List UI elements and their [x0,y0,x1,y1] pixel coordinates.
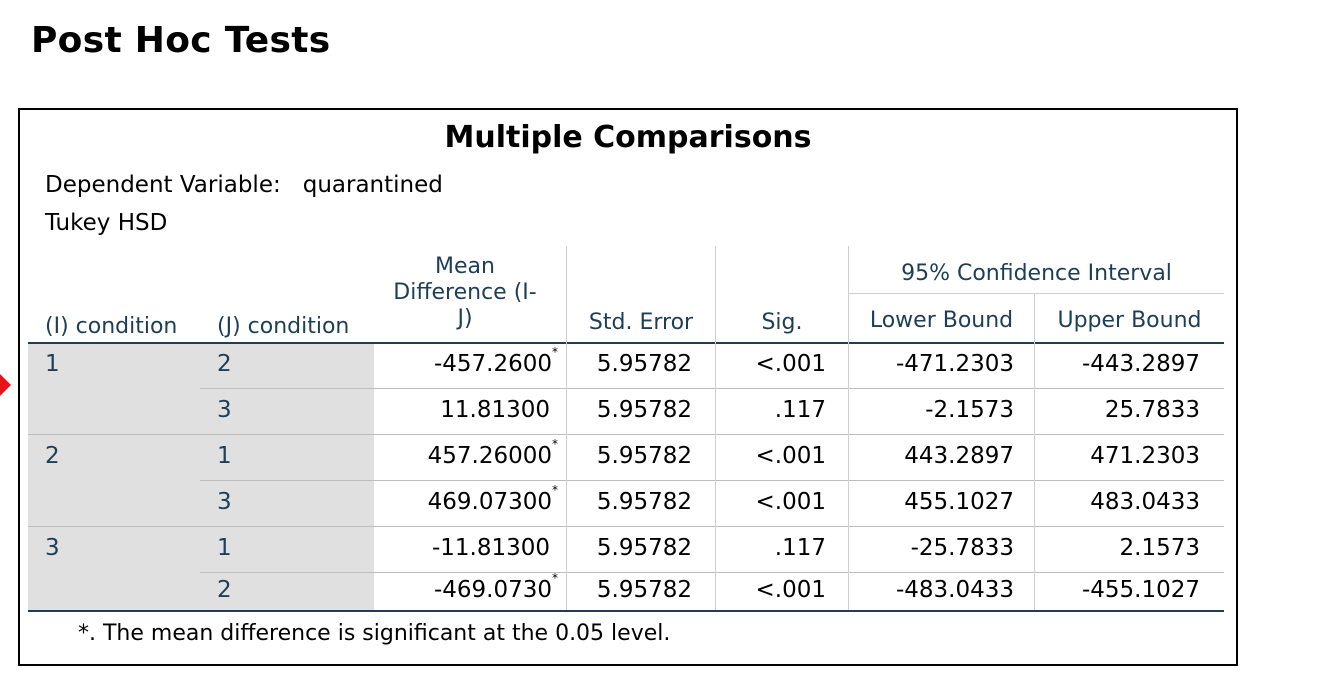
mean-difference-cell: -469.0730* [380,571,558,603]
column-divider [566,342,567,610]
header-divider [715,246,716,342]
footnote: *. The mean difference is significant at… [78,621,671,646]
ci-header-underline [848,293,1224,294]
lower-bound-cell: -483.0433 [895,577,1014,603]
mean-difference-value: 469.07300 [427,489,552,515]
header-i-condition: (I) condition [45,314,178,339]
table-bottom-rule [28,610,1224,612]
lower-bound-cell: -471.2303 [895,351,1014,377]
upper-bound-cell: 471.2303 [1090,443,1200,469]
header-upper-bound: Upper Bound [1057,308,1202,333]
mean-difference-value: -11.81300 [431,535,550,561]
j-condition-label: 3 [217,397,232,423]
j-condition-label: 2 [217,351,232,377]
lower-bound-cell: -25.7833 [910,535,1014,561]
std-error-cell: 5.95782 [596,577,692,603]
upper-bound-cell: 2.1573 [1119,535,1200,561]
header-divider [1034,293,1035,342]
header-confidence-interval: 95% Confidence Interval [901,261,1172,286]
header-lower-bound: Lower Bound [869,308,1014,333]
row-label-area [28,342,374,610]
mean-difference-cell: 469.07300* [380,483,558,515]
i-condition-label: 3 [45,535,60,561]
sig-cell: <.001 [755,489,826,515]
std-error-cell: 5.95782 [596,489,692,515]
j-condition-label: 1 [217,443,232,469]
j-condition-label: 2 [217,577,232,603]
mean-difference-value: -457.2600 [433,351,552,377]
row-separator [28,526,1224,527]
lower-bound-cell: 455.1027 [904,489,1014,515]
header-sig: Sig. [761,310,803,335]
lower-bound-cell: 443.2897 [904,443,1014,469]
i-condition-label: 2 [45,443,60,469]
std-error-cell: 5.95782 [596,397,692,423]
header-mean-difference: Mean Difference (I- J) [393,254,537,331]
i-condition-label: 1 [45,351,60,377]
sig-cell: <.001 [755,443,826,469]
std-error-cell: 5.95782 [596,443,692,469]
column-divider [715,342,716,610]
upper-bound-cell: -455.1027 [1081,577,1200,603]
mean-difference-cell: -457.2600* [380,345,558,377]
upper-bound-cell: 483.0433 [1090,489,1200,515]
j-condition-label: 1 [217,535,232,561]
lower-bound-cell: -2.1573 [925,397,1014,423]
mean-difference-cell: 11.81300 [380,397,558,423]
column-divider [848,342,849,610]
dependent-variable-label: Dependent Variable: [45,172,281,198]
sig-cell: .117 [774,535,826,561]
significance-star: * [552,571,558,585]
upper-bound-cell: 25.7833 [1104,397,1200,423]
dependent-variable-value: quarantined [302,172,443,198]
header-j-condition: (J) condition [217,314,350,339]
row-separator [28,342,1224,344]
significance-star: * [552,345,558,359]
j-condition-label: 3 [217,489,232,515]
mean-difference-value: -469.0730 [433,577,552,603]
header-std-error: Std. Error [588,310,694,335]
method-label: Tukey HSD [45,210,168,236]
std-error-cell: 5.95782 [596,535,692,561]
section-title: Post Hoc Tests [31,20,331,61]
mean-difference-cell: 457.26000* [380,437,558,469]
header-divider [848,246,849,342]
significance-star: * [552,437,558,451]
row-separator [200,388,1224,389]
significance-star: * [552,483,558,497]
column-divider [1034,342,1035,610]
row-separator [28,434,1224,435]
sig-cell: <.001 [755,351,826,377]
mean-difference-value: 11.81300 [440,397,550,423]
row-separator [200,480,1224,481]
upper-bound-cell: -443.2897 [1081,351,1200,377]
row-separator [200,572,1224,573]
std-error-cell: 5.95782 [596,351,692,377]
mean-difference-cell: -11.81300 [380,535,558,561]
table-title: Multiple Comparisons [444,120,812,155]
multiple-comparisons-table[interactable]: Multiple Comparisons Dependent Variable:… [18,108,1238,666]
header-divider [566,246,567,342]
sig-cell: <.001 [755,577,826,603]
sig-cell: .117 [774,397,826,423]
mean-difference-value: 457.26000 [427,443,552,469]
selection-marker-icon [0,374,11,396]
dependent-variable-line: Dependent Variable: quarantined [45,172,443,198]
